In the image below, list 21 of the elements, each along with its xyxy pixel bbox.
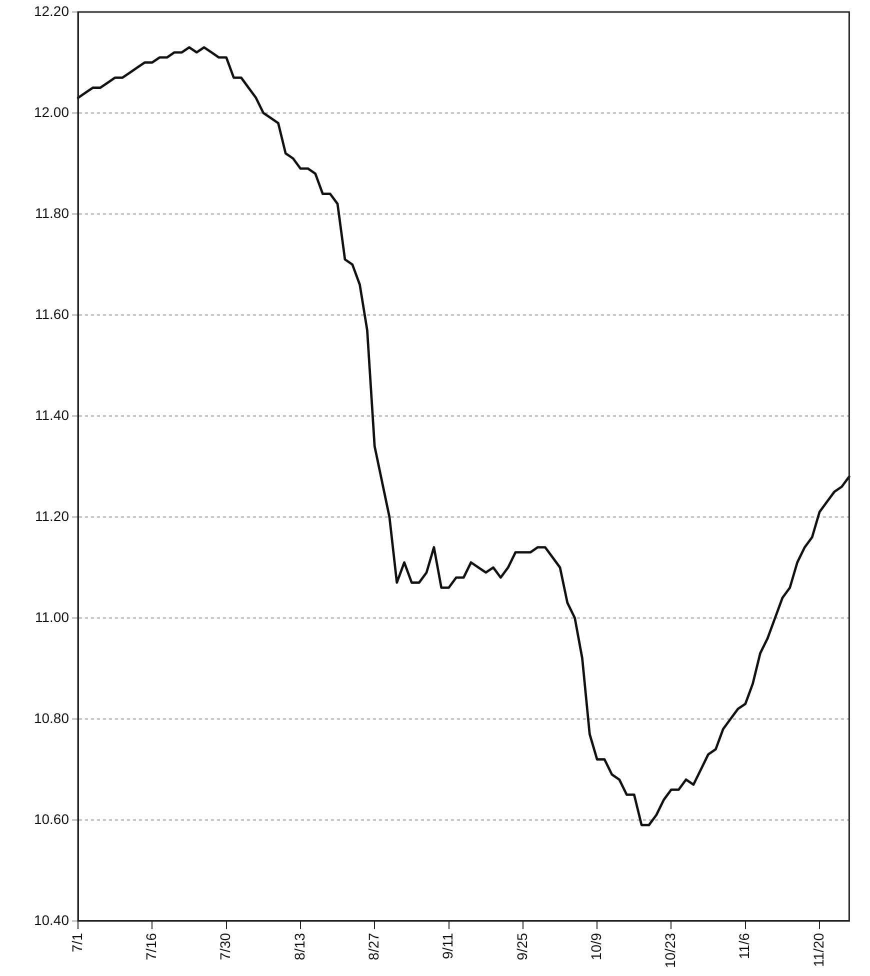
x-tick-label: 10/23: [662, 932, 678, 968]
x-tick-label: 9/11: [440, 932, 456, 960]
y-tick-label: 11.00: [35, 608, 70, 625]
y-tick-label: 11.20: [35, 508, 70, 524]
y-tick-label: 11.40: [35, 406, 70, 423]
x-tick-label: 11/6: [736, 932, 752, 960]
x-tick-label: 11/20: [810, 932, 826, 967]
x-tick-label: 8/13: [291, 932, 308, 960]
x-tick-label: 7/16: [143, 932, 160, 960]
y-tick-label: 10.60: [34, 810, 70, 827]
x-tick-label: 10/9: [588, 932, 604, 960]
x-tick-label: 9/25: [514, 932, 530, 960]
y-tick-label: 10.40: [34, 912, 70, 928]
y-tick-label: 11.80: [35, 204, 70, 221]
y-tick-label: 12.20: [34, 2, 70, 19]
x-tick-label: 8/27: [365, 932, 382, 960]
x-tick-label: 7/1: [68, 932, 85, 952]
y-tick-label: 11.60: [35, 306, 70, 322]
y-tick-label: 12.00: [34, 104, 70, 120]
x-tick-label: 7/30: [217, 932, 234, 960]
y-tick-label: 10.80: [34, 710, 70, 726]
